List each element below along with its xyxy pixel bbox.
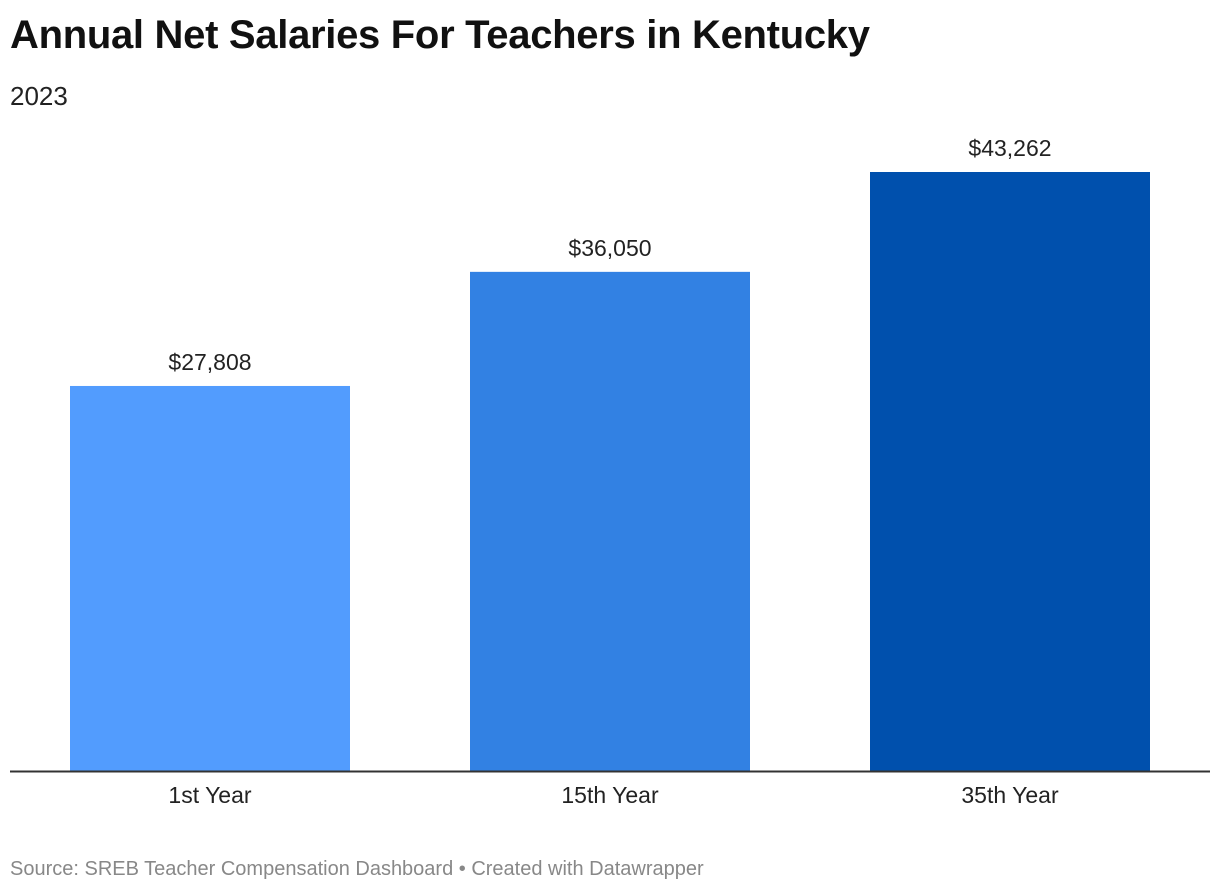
x-tick-label: 35th Year (961, 782, 1059, 808)
bar-3 (870, 172, 1150, 771)
x-tick-label: 15th Year (561, 782, 659, 808)
x-tick-label: 1st Year (168, 782, 251, 808)
value-label: $27,808 (168, 349, 251, 375)
source-note: Source: SREB Teacher Compensation Dashbo… (10, 858, 704, 880)
value-label: $43,262 (968, 135, 1051, 161)
bar-1 (70, 385, 350, 771)
chart-subtitle: 2023 (10, 81, 68, 111)
chart-title: Annual Net Salaries For Teachers in Kent… (10, 13, 870, 57)
value-label: $36,050 (568, 235, 651, 261)
bar-2 (470, 271, 750, 771)
